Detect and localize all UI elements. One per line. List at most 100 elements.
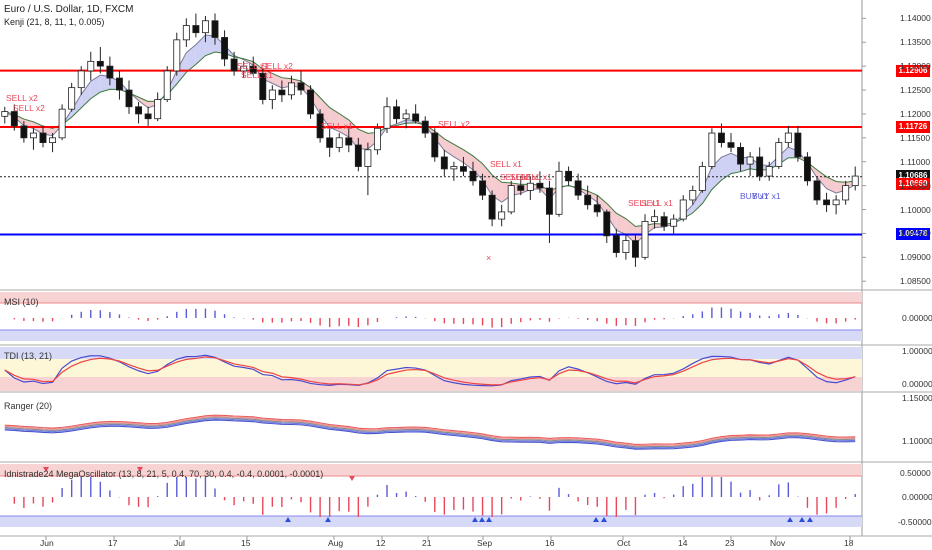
candle-body xyxy=(459,166,467,172)
candle-body xyxy=(268,89,276,100)
ribbon-segment xyxy=(186,44,196,73)
candle-body xyxy=(593,204,601,213)
date-tick-label: Jun xyxy=(40,538,54,548)
candle-body xyxy=(106,65,114,79)
candle-body xyxy=(842,185,850,201)
ribbon-segment xyxy=(597,195,607,216)
ribbon-segment xyxy=(100,75,110,93)
candle-body xyxy=(746,156,754,165)
price-badge: 1.09478 xyxy=(896,228,930,241)
signal-label-sell: SELL x1 xyxy=(500,172,532,182)
ranger-band xyxy=(4,418,856,449)
ranger-band xyxy=(4,417,856,448)
candle-body xyxy=(727,142,735,148)
candle-body xyxy=(393,106,401,120)
price-tick-label: 1.10000 xyxy=(900,204,931,215)
tdi-axis-top: 1.00000 xyxy=(902,346,932,356)
price-badge: 1.11726 xyxy=(896,121,930,134)
ranger-axis-mid: 1.10000 xyxy=(902,436,932,446)
price-tick-label: 1.11500 xyxy=(900,132,931,143)
candle-body xyxy=(756,156,764,177)
candle-body xyxy=(670,218,678,227)
candle-body xyxy=(507,185,515,213)
ribbon-segment xyxy=(606,203,617,231)
candle-body xyxy=(10,111,18,127)
price-tick-label: 1.14000 xyxy=(900,13,931,24)
signal-label-sell: SELL x1 xyxy=(321,121,353,131)
tdi-axis-bottom: 0.00000 xyxy=(902,379,932,389)
signal-label-sell: SELL x1 xyxy=(510,172,542,182)
signal-label-sell: SELL x2 xyxy=(13,103,45,113)
candle-body xyxy=(259,72,267,100)
date-tick-label: 16 xyxy=(545,538,555,548)
candle-body xyxy=(192,25,200,34)
mega-pane-title: Idnistrade24 MegaOscillator (13, 8, 21, … xyxy=(4,469,324,479)
candle-body xyxy=(584,194,592,206)
ranger-axis-top: 1.15000 xyxy=(902,393,932,403)
price-tick-label: 1.10500 xyxy=(900,180,931,191)
slow-ma-line xyxy=(4,51,856,227)
candle-body xyxy=(603,211,611,237)
mega-buy-arrow xyxy=(479,517,485,522)
candle-body xyxy=(326,137,334,148)
candle-body xyxy=(565,170,573,182)
mega-buy-arrow xyxy=(325,517,331,522)
candle-body xyxy=(278,89,286,96)
ribbon-segment xyxy=(482,163,493,196)
candle-body xyxy=(823,199,831,206)
ribbon-segment xyxy=(81,81,91,108)
ranger-band xyxy=(4,414,856,445)
candle-body xyxy=(651,216,659,222)
signal-label-sell: SELL x1 xyxy=(241,70,273,80)
candle-body xyxy=(221,37,229,60)
price-tick-label: 1.08500 xyxy=(900,276,931,287)
candle-body xyxy=(488,194,496,220)
candle-body xyxy=(440,156,448,170)
candle-body xyxy=(679,199,687,220)
ribbon-segment xyxy=(721,153,731,181)
signal-label-sell: SELL x1 xyxy=(237,61,269,71)
ribbon-segment xyxy=(587,191,598,202)
candle-body xyxy=(402,113,410,120)
tdi-zone-bottom xyxy=(0,377,862,391)
mega-sell-arrow xyxy=(43,467,49,472)
candle-body xyxy=(612,235,620,253)
ribbon-segment xyxy=(692,189,703,213)
tdi-pane-title: TDI (13, 21) xyxy=(4,351,53,361)
date-tick-label: 15 xyxy=(241,538,251,548)
date-tick-label: Oct xyxy=(617,538,631,548)
candle-body xyxy=(68,87,76,110)
candle-body xyxy=(287,82,295,96)
mega-zone-top xyxy=(0,464,862,476)
candle-body xyxy=(765,166,773,177)
msi-pane-title: MSI (10) xyxy=(4,297,39,307)
signal-label-sell: SELL x2 xyxy=(6,93,38,103)
candle-body xyxy=(173,39,181,72)
chart-title: Euro / U.S. Dollar, 1D, FXCM xyxy=(4,4,134,15)
price-tick-label: 1.12500 xyxy=(900,85,931,96)
price-tick-label: 1.13500 xyxy=(900,37,931,48)
candle-body xyxy=(479,180,487,196)
ribbon-segment xyxy=(205,35,215,56)
candle-body xyxy=(373,127,381,151)
candle-body xyxy=(574,180,582,196)
price-tick-label: 1.09000 xyxy=(900,252,931,263)
candle-body xyxy=(307,89,315,115)
candle-body xyxy=(794,132,802,158)
ribbon-segment xyxy=(358,129,368,150)
candle-body xyxy=(412,113,420,122)
price-tick-label: 1.09500 xyxy=(900,228,931,239)
candle-body xyxy=(87,60,95,72)
candle-body xyxy=(641,221,649,258)
price-tick-label: 1.13000 xyxy=(900,61,931,72)
candle-body xyxy=(335,137,343,148)
candle-body xyxy=(832,199,840,206)
signal-label-sell: SELL x1 xyxy=(641,198,673,208)
candle-body xyxy=(431,132,439,158)
candle-body xyxy=(211,20,219,38)
tdi-line-red xyxy=(4,356,856,386)
price-badge: 1.10660 xyxy=(896,177,930,190)
candle-body xyxy=(115,77,123,91)
ribbon-segment xyxy=(320,97,330,128)
